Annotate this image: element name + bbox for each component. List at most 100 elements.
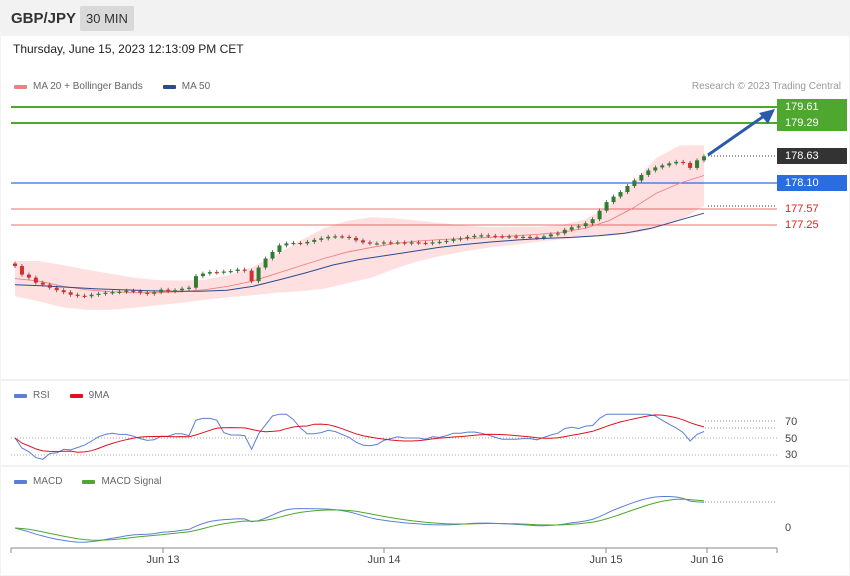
candle-body	[75, 294, 80, 296]
candle-body	[514, 236, 519, 238]
candle	[674, 159, 679, 166]
date-label-jun13: Jun 13	[146, 554, 180, 566]
candle	[521, 234, 526, 239]
candle-body	[437, 241, 442, 244]
candle-body	[660, 165, 665, 168]
candle-body	[242, 269, 247, 271]
candle-body	[576, 226, 581, 228]
candle-body	[646, 170, 651, 175]
candle-body	[207, 272, 212, 274]
candle	[207, 270, 212, 276]
candle	[646, 168, 651, 177]
candle-body	[131, 290, 136, 292]
candle	[597, 208, 602, 222]
timeframe-button[interactable]: 30 MIN	[80, 6, 134, 31]
candle-body	[688, 162, 693, 168]
candle-body	[263, 258, 268, 268]
candle-body	[166, 289, 171, 292]
candle-body	[96, 293, 101, 295]
r1-label: 179.29	[777, 115, 847, 131]
candle	[528, 234, 533, 240]
candle	[305, 239, 310, 246]
candle-body	[228, 271, 233, 273]
candle-body	[388, 242, 393, 244]
candle-body	[500, 236, 505, 238]
candle-body	[333, 236, 338, 238]
candle-body	[402, 242, 407, 244]
candle-body	[180, 288, 185, 291]
date-label-jun15: Jun 15	[589, 554, 623, 566]
candle-body	[221, 271, 226, 273]
candle	[103, 290, 108, 296]
candle-body	[173, 290, 178, 292]
candle-body	[521, 236, 526, 239]
candle-body	[583, 223, 588, 227]
candle-body	[270, 251, 275, 259]
candle-body	[639, 174, 644, 181]
candle-body	[159, 289, 164, 293]
candle	[479, 233, 484, 238]
s1-label: 177.57	[785, 203, 819, 215]
candle	[465, 234, 470, 241]
candle	[548, 232, 553, 239]
candle-body	[528, 236, 533, 239]
candle-body	[298, 242, 303, 245]
candle	[472, 233, 477, 239]
candle	[235, 267, 240, 274]
top-bar: GBP/JPY 30 MIN	[0, 0, 850, 36]
candle	[312, 237, 317, 244]
rsi-70-label: 70	[785, 416, 798, 428]
candle	[486, 233, 491, 238]
candle-body	[604, 202, 609, 211]
macd-signal-line	[14, 498, 705, 541]
candle	[138, 289, 143, 295]
candle-body	[347, 236, 352, 239]
candle	[681, 159, 686, 165]
candle-body	[82, 295, 87, 297]
candle-body	[625, 186, 630, 193]
candle-body	[507, 236, 512, 238]
candle	[291, 240, 296, 246]
candle-body	[548, 234, 553, 237]
candle-body	[117, 291, 122, 293]
candle-body	[145, 292, 150, 294]
candle	[270, 249, 275, 261]
last-price-label: 178.63	[777, 148, 847, 164]
candle-body	[326, 236, 331, 239]
rsi-panel	[1, 381, 849, 465]
candle-body	[451, 239, 456, 241]
candle	[221, 269, 226, 275]
bollinger-band	[15, 145, 704, 310]
macd-panel	[1, 467, 849, 575]
candle	[451, 237, 456, 243]
candle	[256, 265, 261, 284]
candle	[541, 234, 546, 240]
candle	[409, 240, 414, 246]
candle-body	[61, 290, 66, 293]
candle-body	[13, 263, 17, 267]
candle	[110, 290, 115, 295]
candle	[688, 160, 693, 170]
candle-body	[667, 163, 672, 166]
candle	[166, 287, 171, 294]
ma50-line	[14, 212, 705, 292]
macd-signal-legend-label: MACD Signal	[101, 476, 162, 487]
candle	[702, 154, 706, 163]
candle	[367, 240, 372, 246]
candle	[33, 275, 38, 285]
candle	[437, 239, 442, 245]
candle-body	[618, 192, 623, 197]
candle-body	[381, 242, 386, 244]
candle	[249, 268, 254, 284]
candle	[562, 227, 567, 236]
candle-body	[444, 240, 449, 243]
candle	[47, 282, 52, 290]
candle	[40, 280, 45, 287]
candle	[340, 234, 345, 239]
candle	[180, 286, 185, 293]
candle	[604, 200, 609, 213]
candle	[173, 288, 178, 294]
candle	[444, 238, 449, 244]
ma20-line	[14, 175, 705, 294]
